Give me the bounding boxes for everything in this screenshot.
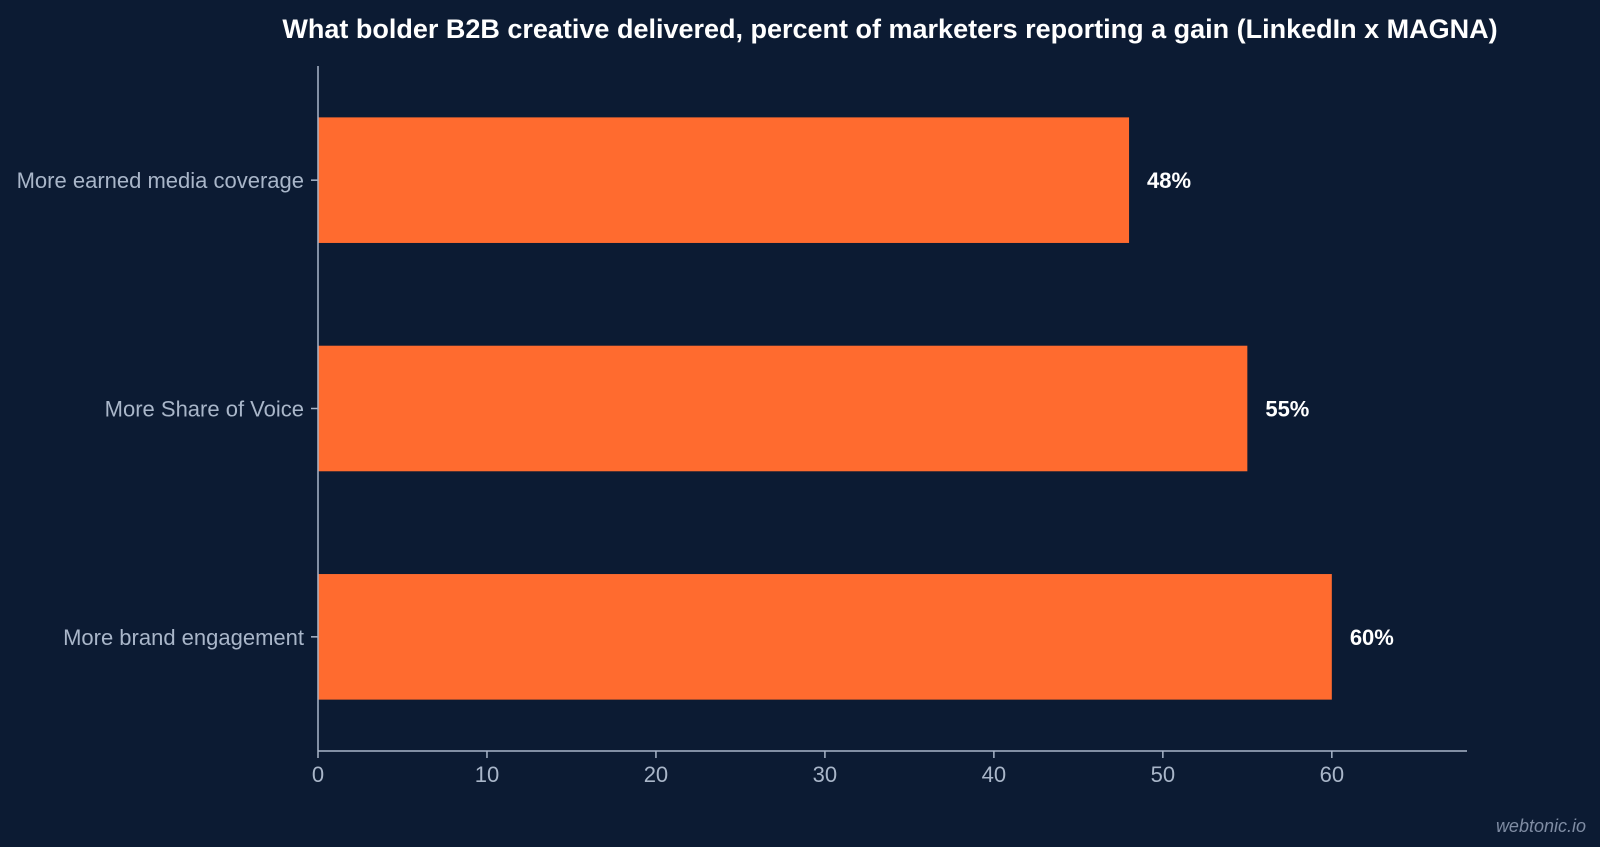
chart-title: What bolder B2B creative delivered, perc… (282, 14, 1497, 44)
bar-2 (318, 574, 1332, 700)
bars-group: 48% 55% 60% (318, 117, 1394, 700)
x-tick-label-6: 60 (1320, 762, 1344, 787)
x-tick-label-5: 50 (1151, 762, 1175, 787)
y-axis: More earned media coverage More Share of … (17, 66, 319, 751)
bar-1 (318, 345, 1248, 472)
value-label-0: 48% (1147, 168, 1191, 193)
watermark: webtonic.io (1495, 816, 1586, 836)
value-label-1: 55% (1265, 397, 1309, 422)
category-label-2: More brand engagement (63, 625, 304, 650)
x-tick-label-0: 0 (312, 762, 324, 787)
value-label-2: 60% (1350, 625, 1394, 650)
category-label-0: More earned media coverage (17, 168, 304, 193)
bar-0 (318, 117, 1130, 243)
x-tick-label-2: 20 (644, 762, 668, 787)
x-tick-label-3: 30 (813, 762, 837, 787)
x-tick-label-4: 40 (982, 762, 1006, 787)
x-tick-label-1: 10 (475, 762, 499, 787)
x-axis: 0 10 20 30 40 50 60 (312, 750, 1467, 787)
category-label-1: More Share of Voice (105, 397, 304, 422)
